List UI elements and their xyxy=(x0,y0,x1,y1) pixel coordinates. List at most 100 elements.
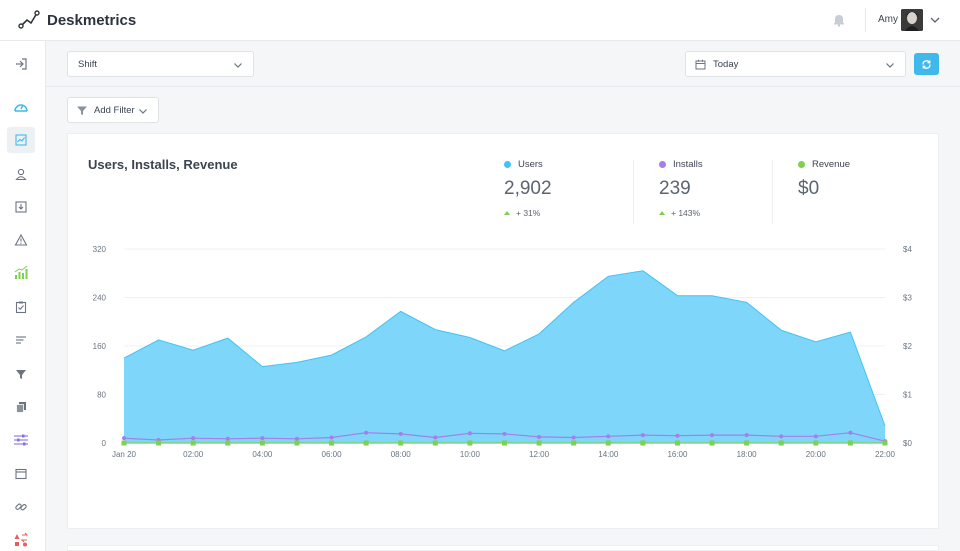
revenue-point xyxy=(398,440,404,446)
date-select[interactable]: Today xyxy=(685,51,906,77)
metric-value: 2,902 xyxy=(504,178,552,199)
x-tick-label: 12:00 xyxy=(529,450,550,459)
x-tick-label: 18:00 xyxy=(737,450,758,459)
refresh-button[interactable] xyxy=(914,53,939,75)
revenue-point xyxy=(502,440,507,446)
revenue-point xyxy=(294,440,300,446)
sidebar-item-analytics[interactable] xyxy=(7,127,35,153)
metric-label: Revenue xyxy=(812,159,851,170)
header-divider xyxy=(865,8,866,32)
sidebar-item-installs[interactable] xyxy=(7,194,35,220)
trend-up-icon xyxy=(504,211,510,215)
revenue-point xyxy=(640,440,646,446)
funnel-icon xyxy=(77,106,87,115)
sidebar-item-funnels[interactable] xyxy=(7,361,35,387)
sliders-icon xyxy=(14,434,28,446)
funnel-icon xyxy=(16,370,26,379)
installs-point xyxy=(191,436,196,441)
add-filter-label: Add Filter xyxy=(94,104,135,116)
chevron-down-icon[interactable] xyxy=(929,14,941,26)
revenue-point xyxy=(121,440,127,446)
sidebar-item-errors[interactable] xyxy=(7,227,35,253)
installs-point xyxy=(398,431,403,436)
installs-point xyxy=(779,434,784,439)
metric-revenue: Revenue $0 xyxy=(798,159,850,200)
y-left-tick-label: 240 xyxy=(93,294,107,303)
revenue-point xyxy=(778,440,784,446)
metric-installs: Installs 239 + 143% xyxy=(659,159,703,218)
sidebar-item-copy[interactable] xyxy=(7,394,35,420)
card-title: Users, Installs, Revenue xyxy=(88,157,238,172)
installs-point xyxy=(848,430,853,435)
installs-point xyxy=(710,433,715,438)
y-left-tick-label: 80 xyxy=(97,391,106,400)
installs-point xyxy=(571,435,576,440)
sidebar-item-settings[interactable] xyxy=(7,427,35,453)
logout-icon xyxy=(16,58,27,70)
app-select-value: Shift xyxy=(78,58,98,70)
installs-point xyxy=(225,436,230,441)
metric-label: Users xyxy=(518,159,543,170)
installs-legend-dot xyxy=(659,161,666,168)
sidebar-item-logout[interactable] xyxy=(7,51,35,77)
revenue-point xyxy=(674,440,680,446)
installs-point xyxy=(122,436,126,441)
revenue-point xyxy=(467,440,473,446)
user-icon xyxy=(15,168,27,181)
avatar[interactable] xyxy=(901,9,923,31)
installs-point xyxy=(364,430,369,435)
sidebar-item-users[interactable] xyxy=(7,161,35,187)
x-tick-label: 06:00 xyxy=(322,450,343,459)
add-filter-button[interactable]: Add Filter xyxy=(67,97,159,123)
installs-point xyxy=(606,434,611,439)
revenue-point xyxy=(432,440,438,446)
logo-icon xyxy=(18,10,40,29)
metric-users: Users 2,902 + 31% xyxy=(504,159,552,218)
transfer-icon xyxy=(14,532,29,547)
user-name[interactable]: Amy xyxy=(878,14,898,25)
sidebar-item-sort[interactable] xyxy=(7,327,35,353)
brand-logo[interactable]: Deskmetrics xyxy=(18,8,136,32)
y-left-tick-label: 160 xyxy=(93,342,107,351)
y-left-tick-label: 320 xyxy=(93,245,107,254)
avatar-image xyxy=(901,9,923,31)
installs-point xyxy=(502,431,507,436)
refresh-icon xyxy=(922,59,931,69)
x-tick-label: 22:00 xyxy=(875,450,896,459)
y-right-tick-label: $4 xyxy=(903,245,912,254)
revenue-point xyxy=(882,440,888,446)
sidebar xyxy=(0,41,46,551)
revenue-point xyxy=(813,440,819,446)
sidebar-item-tasks[interactable] xyxy=(7,294,35,320)
installs-point xyxy=(744,433,749,438)
dashboard-icon xyxy=(14,104,28,112)
sidebar-item-revenue[interactable] xyxy=(7,260,35,286)
sidebar-item-window[interactable] xyxy=(7,461,35,487)
sort-icon xyxy=(16,336,26,344)
revenue-point xyxy=(536,440,542,446)
notification-bell-icon[interactable] xyxy=(832,13,846,27)
metric-delta: + 143% xyxy=(671,208,701,218)
revenue-point xyxy=(571,440,577,446)
sidebar-item-dashboard[interactable] xyxy=(7,94,35,120)
metric-value: $0 xyxy=(798,178,820,199)
revenue-point xyxy=(329,440,335,446)
sidebar-item-transfer[interactable] xyxy=(7,527,35,551)
users-area xyxy=(124,270,885,443)
installs-point xyxy=(260,436,265,441)
link-icon xyxy=(15,503,27,511)
installs-point xyxy=(467,431,472,436)
copy-icon xyxy=(16,402,26,413)
installs-point xyxy=(640,433,645,438)
revenue-point xyxy=(709,440,715,446)
warning-icon xyxy=(14,233,28,246)
sidebar-item-links[interactable] xyxy=(7,494,35,520)
y-right-tick-label: $3 xyxy=(903,294,912,303)
revenue-point xyxy=(225,440,231,446)
checklist-icon xyxy=(15,301,27,314)
installs-point xyxy=(433,435,438,440)
x-tick-label: Jan 20 xyxy=(112,450,137,459)
app-select[interactable]: Shift xyxy=(67,51,254,77)
revenue-point xyxy=(190,440,196,446)
metric-divider xyxy=(772,160,773,224)
